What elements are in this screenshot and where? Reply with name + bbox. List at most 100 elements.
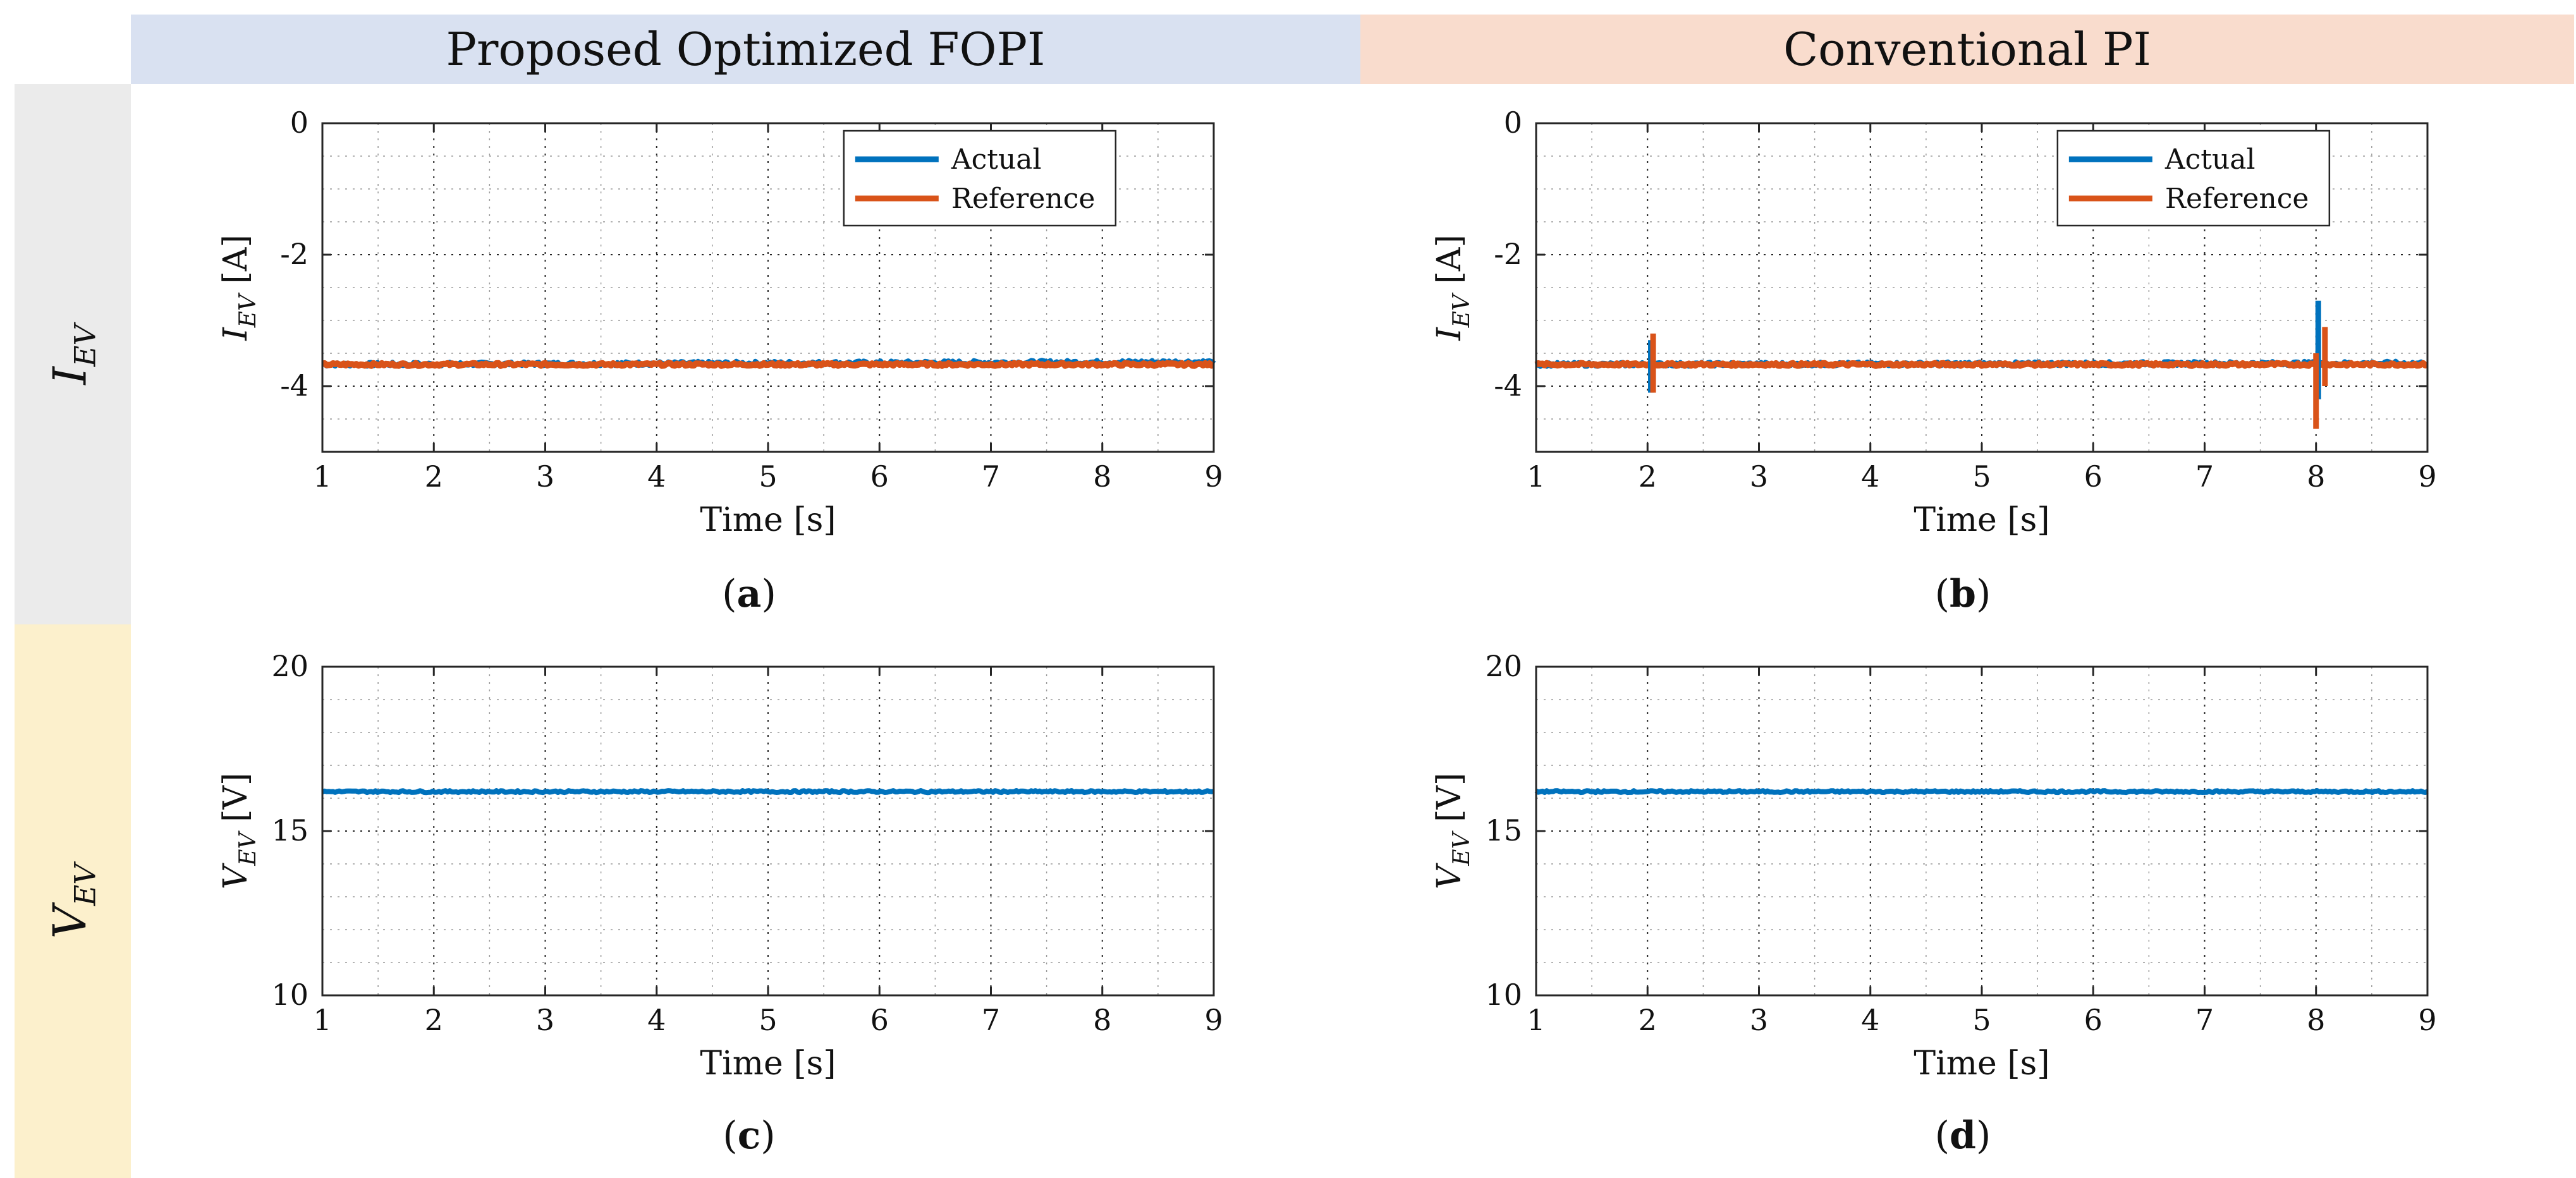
chart-d-svg: 1 2 3 4 5 6 7 8 9 20 15 10 Time [s] VEV [V]	[1431, 649, 2437, 1083]
legend-label-actual: Actual	[2164, 143, 2256, 176]
x-tick-label: 9	[2418, 459, 2436, 494]
x-tick-label: 8	[2307, 1003, 2325, 1037]
chart-c: 1 2 3 4 5 6 7 8 9 20 15 10 Time [s] VEV [V]	[190, 638, 1233, 1083]
column-header-fopi: Proposed Optimized FOPI	[131, 15, 1360, 84]
x-tick-label: 4	[1861, 459, 1879, 494]
x-tick-label: 6	[2084, 459, 2103, 494]
x-tick-label: 3	[1750, 459, 1768, 494]
caption-b: (b)	[1934, 572, 1991, 616]
x-tick-label: 1	[1527, 459, 1545, 494]
tick-group: 1 2 3 4 5 6 7 8 9 20 15 10	[271, 649, 1223, 1037]
x-tick-label: 2	[425, 459, 443, 494]
column-header-fopi-text: Proposed Optimized FOPI	[446, 23, 1046, 76]
x-tick-label: 5	[759, 1003, 777, 1037]
y-axis-label-symbol: I	[1431, 327, 1468, 341]
y-tick-label: -2	[1494, 237, 1522, 271]
legend-label-reference: Reference	[951, 183, 1096, 215]
plot-frame	[1535, 665, 2429, 997]
chart-b-svg: 1 2 3 4 5 6 7 8 9 0 -2 -4 Time [s] IEV [A] Actual Refer…	[1431, 106, 2437, 539]
x-tick-label: 1	[313, 1003, 331, 1037]
x-tick-label: 8	[1093, 459, 1111, 494]
y-axis-label-unit: [A]	[217, 234, 255, 294]
x-tick-label: 4	[1861, 1003, 1879, 1037]
y-tick-label: 10	[271, 978, 308, 1012]
chart-a: 1 2 3 4 5 6 7 8 9 0 -2 -4 Time [s] IEV [A] Actual Refer…	[190, 95, 1233, 540]
series-line-actual	[1534, 788, 2429, 796]
x-tick-label: 2	[425, 1003, 443, 1037]
series-group	[321, 788, 1214, 796]
x-axis-label: Time [s]	[1914, 501, 2049, 539]
x-tick-label: 7	[2195, 459, 2214, 494]
column-header-pi: Conventional PI	[1360, 15, 2574, 84]
x-tick-label: 1	[1527, 1003, 1545, 1037]
y-axis-label-unit: [V]	[1431, 773, 1468, 833]
x-tick-label: 7	[982, 1003, 1000, 1037]
y-axis-label-symbol: I	[217, 327, 255, 341]
legend: Actual Reference	[2056, 130, 2331, 227]
row-label-iev: IEV	[15, 84, 131, 624]
y-axis-label-subscript: EV	[235, 830, 261, 866]
legend-label-reference: Reference	[2165, 183, 2309, 215]
x-tick-label: 2	[1639, 459, 1657, 494]
y-tick-label: 0	[1504, 106, 1522, 140]
x-tick-label: 1	[313, 459, 331, 494]
x-tick-label: 3	[1750, 1003, 1768, 1037]
x-tick-label: 5	[759, 459, 777, 494]
x-tick-label: 7	[982, 459, 1000, 494]
y-axis-label-unit: [V]	[217, 773, 255, 833]
y-axis-label: VEV [V]	[1431, 773, 1475, 890]
chart-c-svg: 1 2 3 4 5 6 7 8 9 20 15 10 Time [s] VEV [V]	[217, 649, 1223, 1083]
y-axis-label-subscript: EV	[235, 292, 261, 328]
x-tick-label: 4	[647, 459, 666, 494]
x-tick-label: 7	[2195, 1003, 2214, 1037]
y-axis-label: IEV [A]	[217, 234, 261, 341]
y-tick-label: 20	[271, 649, 308, 683]
x-tick-label: 8	[2307, 459, 2325, 494]
tick-group: 1 2 3 4 5 6 7 8 9 0 -2 -4	[1494, 106, 2436, 494]
series-line-reference	[321, 360, 1215, 369]
y-tick-label: 0	[290, 106, 308, 140]
legend-box	[2056, 130, 2331, 227]
chart-b: 1 2 3 4 5 6 7 8 9 0 -2 -4 Time [s] IEV [A] Actual Refer…	[1403, 95, 2446, 540]
x-tick-label: 6	[870, 1003, 889, 1037]
major-grid	[322, 667, 1214, 995]
x-tick-label: 6	[870, 459, 889, 494]
y-tick-label: -2	[280, 237, 308, 271]
x-tick-label: 9	[1204, 1003, 1223, 1037]
row-label-vev-text: VEV	[43, 863, 102, 939]
y-axis-label-unit: [A]	[1431, 234, 1468, 294]
y-axis-label: IEV [A]	[1431, 234, 1475, 341]
y-tick-label: 20	[1485, 649, 1522, 683]
caption-a: (a)	[722, 572, 776, 616]
x-axis-label: Time [s]	[1914, 1045, 2049, 1083]
legend-box	[843, 130, 1117, 227]
x-tick-label: 8	[1093, 1003, 1111, 1037]
column-header-pi-text: Conventional PI	[1783, 23, 2151, 76]
legend-label-actual: Actual	[951, 143, 1042, 176]
x-tick-label: 6	[2084, 1003, 2103, 1037]
series-group	[321, 358, 1216, 369]
x-axis-label: Time [s]	[700, 501, 836, 539]
x-tick-label: 4	[647, 1003, 666, 1037]
series-group	[1534, 788, 2429, 796]
y-axis-label-subscript: EV	[1449, 292, 1475, 328]
caption-c: (c)	[723, 1114, 776, 1158]
y-tick-label: -4	[280, 368, 308, 403]
y-axis-label-subscript: EV	[1449, 830, 1475, 866]
x-tick-label: 2	[1639, 1003, 1657, 1037]
x-axis-label: Time [s]	[700, 1045, 836, 1083]
y-tick-label: -4	[1494, 368, 1522, 403]
x-tick-label: 3	[536, 459, 554, 494]
minor-grid	[322, 667, 1214, 995]
minor-grid	[1536, 667, 2427, 995]
row-label-iev-text: IEV	[43, 324, 102, 385]
legend: Actual Reference	[843, 130, 1117, 227]
plot-frame	[321, 665, 1215, 997]
x-tick-label: 9	[1204, 459, 1223, 494]
major-grid	[1536, 667, 2427, 995]
y-axis-label-symbol: V	[1431, 863, 1468, 889]
y-axis-label-symbol: V	[217, 863, 255, 889]
y-tick-label: 10	[1485, 978, 1522, 1012]
x-tick-label: 3	[536, 1003, 554, 1037]
tick-group: 1 2 3 4 5 6 7 8 9 20 15 10	[1485, 649, 2436, 1037]
